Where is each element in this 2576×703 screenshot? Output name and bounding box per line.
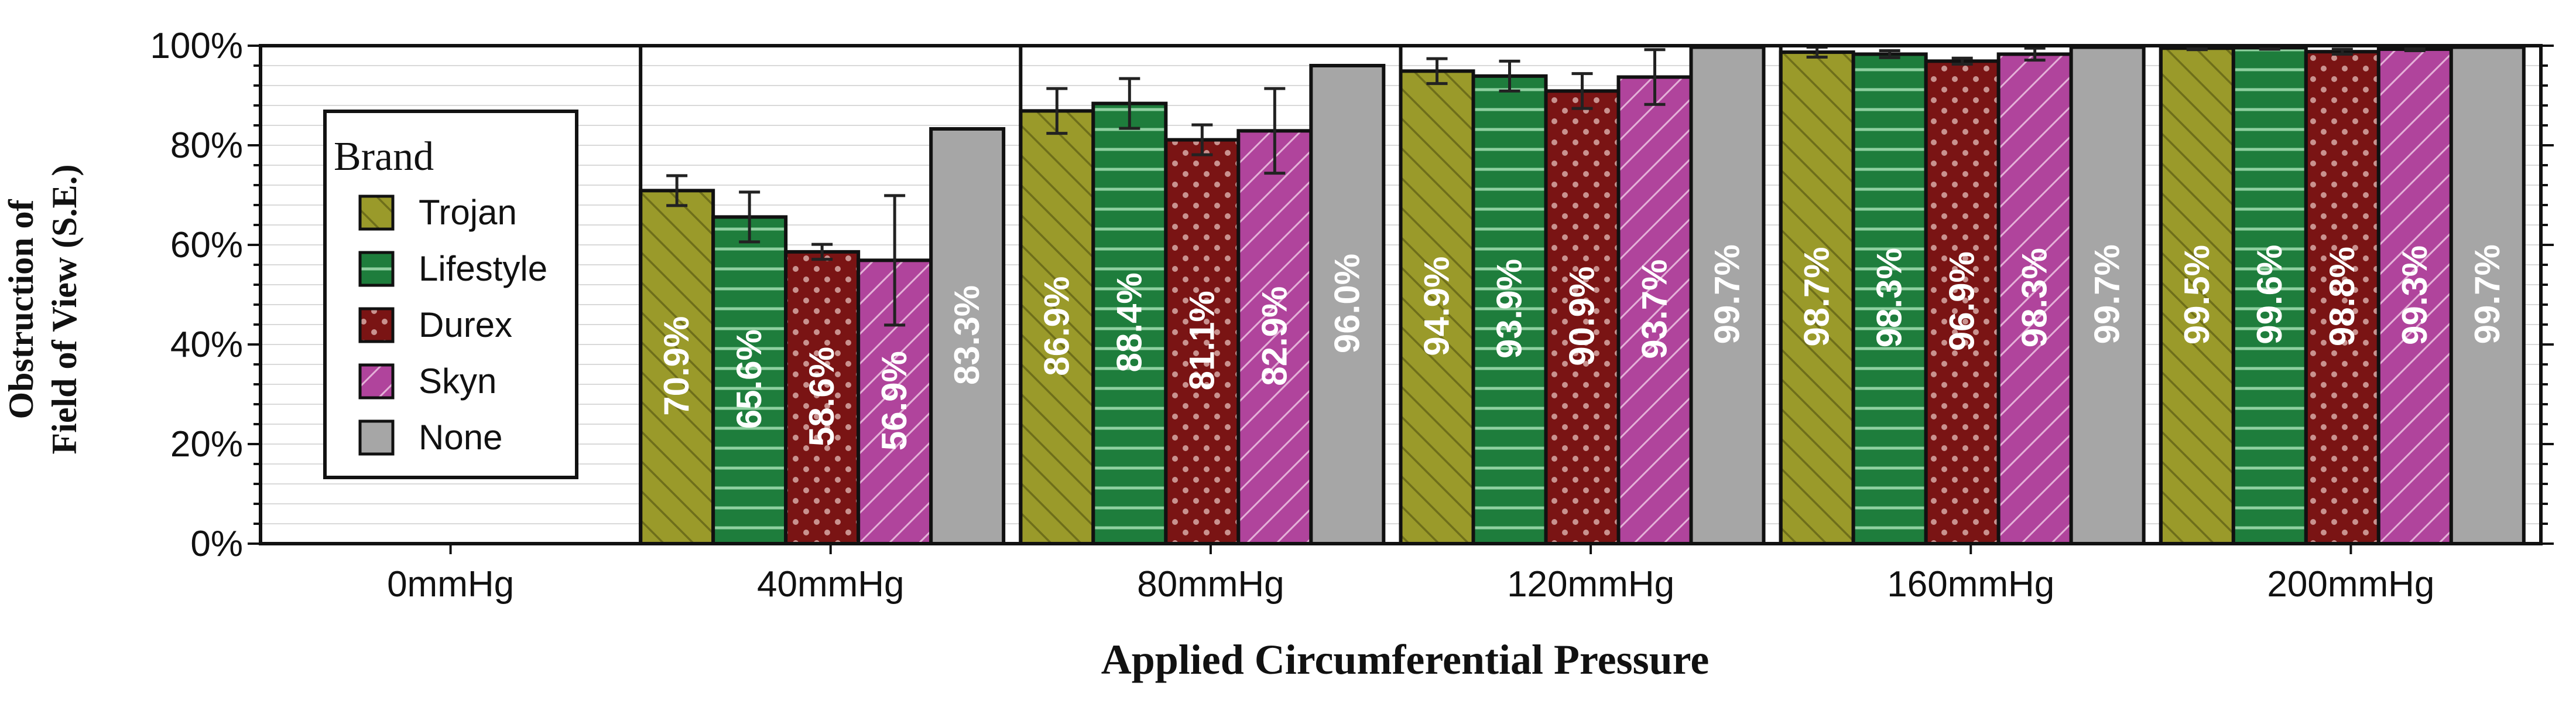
bar-none-80mmhg bbox=[1309, 64, 1386, 545]
data-label-skyn-160mmhg: 98.3% bbox=[2015, 248, 2054, 347]
y-tick-label: 40% bbox=[170, 325, 243, 365]
bar-durex-120mmhg bbox=[1544, 89, 1621, 546]
data-label-durex-120mmhg: 90.9% bbox=[1563, 267, 1602, 366]
data-label-skyn-200mmhg: 99.3% bbox=[2395, 245, 2434, 345]
x-tick-label: 200mmHg bbox=[2267, 564, 2434, 605]
data-label-none-40mmhg: 83.3% bbox=[947, 285, 986, 385]
bar-lifestyle-200mmhg bbox=[2231, 46, 2308, 545]
bar-durex-40mmhg bbox=[784, 250, 861, 545]
data-label-lifestyle-160mmhg: 98.3% bbox=[1870, 248, 1909, 347]
bar-durex-160mmhg bbox=[1924, 59, 2000, 546]
x-tick-label: 0mmHg bbox=[387, 564, 514, 605]
data-label-skyn-120mmhg: 93.7% bbox=[1635, 260, 1674, 359]
x-tick-label: 40mmHg bbox=[757, 564, 905, 605]
data-label-durex-80mmhg: 81.1% bbox=[1182, 291, 1221, 390]
legend-swatch-durex bbox=[358, 307, 395, 343]
data-label-lifestyle-40mmhg: 65.6% bbox=[729, 329, 769, 429]
bar-durex-80mmhg bbox=[1164, 138, 1241, 545]
legend-label-skyn: Skyn bbox=[419, 361, 496, 401]
y-axis-title-line-1: Obstruction of bbox=[2, 199, 40, 419]
bar-none-160mmhg bbox=[2069, 45, 2146, 546]
data-label-none-160mmhg: 99.7% bbox=[2088, 244, 2127, 344]
legend-swatch-skyn bbox=[358, 363, 395, 400]
bar-trojan-80mmhg bbox=[1019, 109, 1095, 546]
data-label-trojan-40mmhg: 70.9% bbox=[657, 316, 696, 416]
data-label-durex-160mmhg: 96.9% bbox=[1943, 251, 1982, 351]
bars: 70.9% 65.6% 58.6% 56.9% 83.3% 86.9% 88.4% 81.1%… bbox=[261, 45, 2526, 546]
legend-label-lifestyle: Lifestyle bbox=[419, 249, 547, 288]
y-tick-label: 80% bbox=[170, 125, 243, 166]
legend-title: Brand bbox=[334, 134, 434, 179]
data-label-none-80mmhg: 96.0% bbox=[1327, 254, 1366, 353]
data-label-lifestyle-200mmhg: 99.6% bbox=[2250, 245, 2289, 344]
x-tick-label: 120mmHg bbox=[1507, 564, 1674, 605]
y-tick-label: 20% bbox=[170, 424, 243, 465]
legend-label-none: None bbox=[419, 418, 502, 457]
bar-none-40mmhg bbox=[929, 127, 1006, 545]
bar-none-200mmhg bbox=[2449, 45, 2526, 546]
legend: Brand Trojan Lifestyle Durex Skyn None bbox=[323, 110, 578, 479]
legend-swatch-none bbox=[358, 419, 395, 456]
bar-skyn-120mmhg bbox=[1616, 75, 1693, 546]
data-label-skyn-40mmhg: 56.9% bbox=[875, 351, 914, 451]
axes: 0mmHg 40mmHg 80mmHg 120mmHg 160mmHg 200mmHg 0%… bbox=[150, 26, 2554, 605]
data-label-lifestyle-80mmhg: 88.4% bbox=[1109, 272, 1149, 372]
legend-label-trojan: Trojan bbox=[419, 193, 517, 232]
legend-swatch-trojan bbox=[358, 194, 395, 231]
data-label-trojan-160mmhg: 98.7% bbox=[1797, 247, 1837, 346]
bar-skyn-200mmhg bbox=[2376, 47, 2453, 545]
data-label-skyn-80mmhg: 82.9% bbox=[1255, 286, 1294, 386]
legend-swatch-lifestyle bbox=[358, 251, 395, 287]
legend-label-durex: Durex bbox=[419, 305, 512, 344]
bar-lifestyle-160mmhg bbox=[1851, 52, 1928, 545]
data-label-none-120mmhg: 99.7% bbox=[1708, 244, 1747, 344]
data-label-trojan-120mmhg: 94.9% bbox=[1417, 257, 1457, 356]
data-label-trojan-80mmhg: 86.9% bbox=[1037, 277, 1076, 376]
y-tick-label: 60% bbox=[170, 225, 243, 265]
bar-trojan-160mmhg bbox=[1779, 50, 1855, 546]
y-tick-label: 100% bbox=[150, 26, 243, 66]
legend-box bbox=[323, 110, 578, 479]
plot-frame bbox=[259, 44, 2543, 545]
x-tick-label: 160mmHg bbox=[1887, 564, 2054, 605]
y-axis-title-line-2: Field of View (S.E.) bbox=[45, 165, 84, 455]
data-label-lifestyle-120mmhg: 93.9% bbox=[1490, 259, 1529, 359]
data-label-durex-40mmhg: 58.6% bbox=[802, 347, 841, 446]
bar-lifestyle-40mmhg bbox=[711, 215, 788, 545]
data-label-none-200mmhg: 99.7% bbox=[2468, 244, 2507, 344]
x-tick-label: 80mmHg bbox=[1137, 564, 1284, 605]
x-axis-title: Applied Circumferential Pressure bbox=[1101, 636, 1710, 683]
y-tick-label: 0% bbox=[190, 524, 243, 564]
data-label-trojan-200mmhg: 99.5% bbox=[2177, 245, 2217, 344]
data-label-durex-200mmhg: 98.8% bbox=[2322, 247, 2362, 346]
